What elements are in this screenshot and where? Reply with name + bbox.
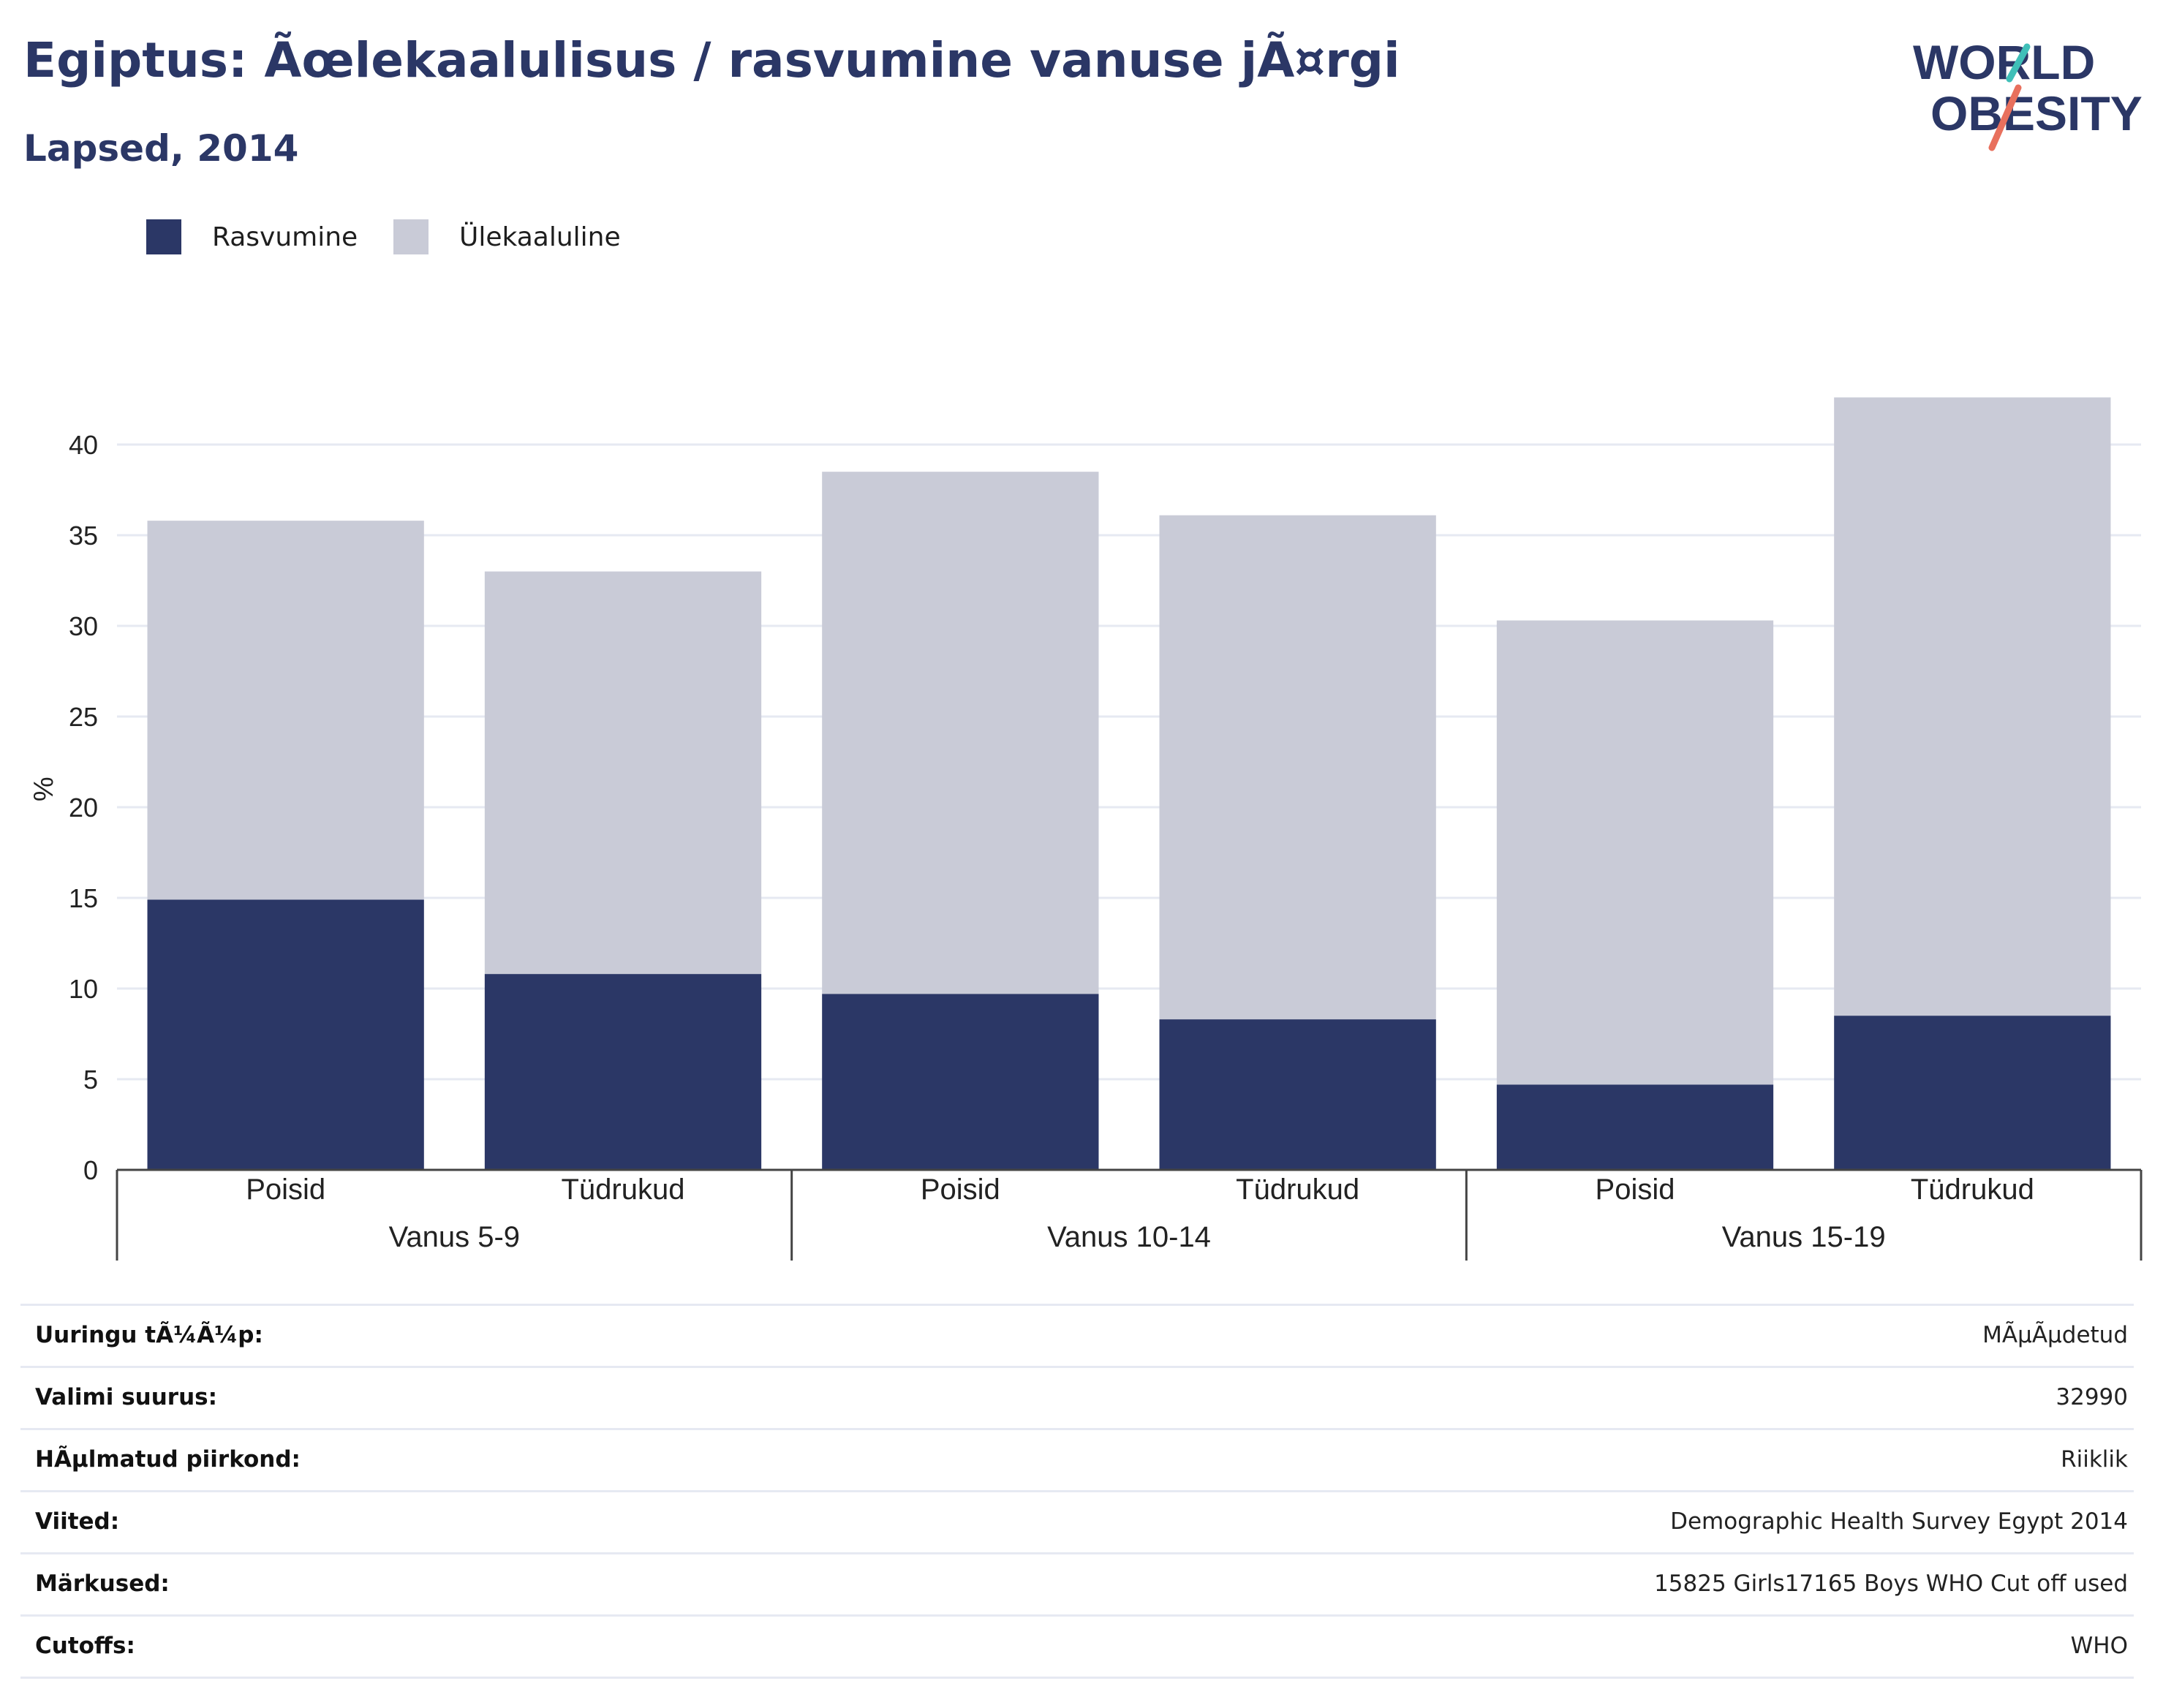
group-label: Vanus 5-9 [389, 1221, 520, 1253]
page-title: Egiptus: Ãœlekaalulisus / rasvumine vanu… [23, 32, 1400, 88]
info-value: WHO [2070, 1633, 2128, 1659]
logo-word-world: WORLD [1913, 35, 2095, 89]
logo-slash-teal [2006, 43, 2031, 83]
bar-overweight [1159, 515, 1436, 1020]
y-tick-label: 25 [69, 702, 98, 732]
bar-obesity [1834, 1016, 2111, 1170]
x-tick-label: Poisid [246, 1174, 325, 1206]
info-row-coverage: HÃµlmatud piirkond: Riiklik [20, 1428, 2134, 1490]
x-tick-label: Poisid [921, 1174, 1000, 1206]
page-subtitle: Lapsed, 2014 [23, 127, 299, 170]
info-label: Viited: [35, 1508, 120, 1535]
info-value: 32990 [2056, 1384, 2128, 1410]
bar-obesity [1159, 1019, 1436, 1170]
x-tick-label: Poisid [1596, 1174, 1675, 1206]
info-row-survey-type: Uuringu tÃ¼Ã¼p: MÃµÃµdetud [20, 1304, 2134, 1366]
bar-overweight [822, 472, 1099, 994]
legend-swatch-overweight [393, 219, 429, 254]
logo-word-obesity: OBESITY [1930, 86, 2143, 140]
info-value: Demographic Health Survey Egypt 2014 [1670, 1508, 2128, 1535]
bar-overweight [147, 521, 424, 900]
y-tick-label: 5 [83, 1065, 98, 1095]
info-label: HÃµlmatud piirkond: [35, 1446, 301, 1473]
y-tick-label: 35 [69, 521, 98, 551]
info-row-references: Viited: Demographic Health Survey Egypt … [20, 1490, 2134, 1552]
info-row-sample-size: Valimi suurus: 32990 [20, 1366, 2134, 1428]
info-value: Riiklik [2061, 1446, 2128, 1473]
logo-slash-coral [1988, 84, 2022, 151]
info-label: Uuringu tÃ¼Ã¼p: [35, 1322, 263, 1348]
info-label: Valimi suurus: [35, 1384, 217, 1410]
legend-label-obesity: Rasvumine [212, 222, 358, 252]
world-obesity-logo: WORLD OBESITY [1913, 35, 2143, 151]
info-label: Cutoffs: [35, 1633, 135, 1659]
info-value: 15825 Girls17165 Boys WHO Cut off used [1654, 1571, 2128, 1597]
bar-overweight [1834, 397, 2111, 1016]
stacked-bar-chart: 0 5 10 15 20 25 30 35 40% Poisid Tüdrukud Poisid Tüd… [29, 397, 2143, 1261]
legend-label-overweight: Ülekaaluline [459, 222, 621, 252]
legend-swatch-obesity [146, 219, 181, 254]
bar-obesity [484, 974, 762, 1170]
group-label: Vanus 15-19 [1722, 1221, 1886, 1253]
group-label: Vanus 10-14 [1047, 1221, 1211, 1253]
y-axis-label: % [29, 776, 59, 801]
bar-obesity [147, 899, 424, 1170]
y-tick-label: 0 [83, 1155, 98, 1185]
info-row-notes: Märkused: 15825 Girls17165 Boys WHO Cut … [20, 1552, 2134, 1614]
bar-overweight [1496, 620, 1774, 1085]
info-label: Märkused: [35, 1571, 170, 1597]
y-tick-label: 40 [69, 430, 98, 460]
x-tick-label: Tüdrukud [562, 1174, 685, 1206]
y-tick-label: 30 [69, 611, 98, 641]
x-tick-label: Tüdrukud [1236, 1174, 1359, 1206]
survey-info-table: Uuringu tÃ¼Ã¼p: MÃµÃµdetud Valimi suurus… [20, 1304, 2134, 1679]
y-tick-label: 15 [69, 883, 98, 913]
y-tick-label: 20 [69, 793, 98, 823]
bar-overweight [484, 571, 762, 975]
info-value: MÃµÃµdetud [1982, 1322, 2128, 1348]
bar-obesity [1496, 1084, 1774, 1170]
info-row-cutoffs: Cutoffs: WHO [20, 1614, 2134, 1679]
y-tick-label: 10 [69, 974, 98, 1004]
bar-obesity [822, 994, 1099, 1170]
x-tick-label: Tüdrukud [1911, 1174, 2034, 1206]
